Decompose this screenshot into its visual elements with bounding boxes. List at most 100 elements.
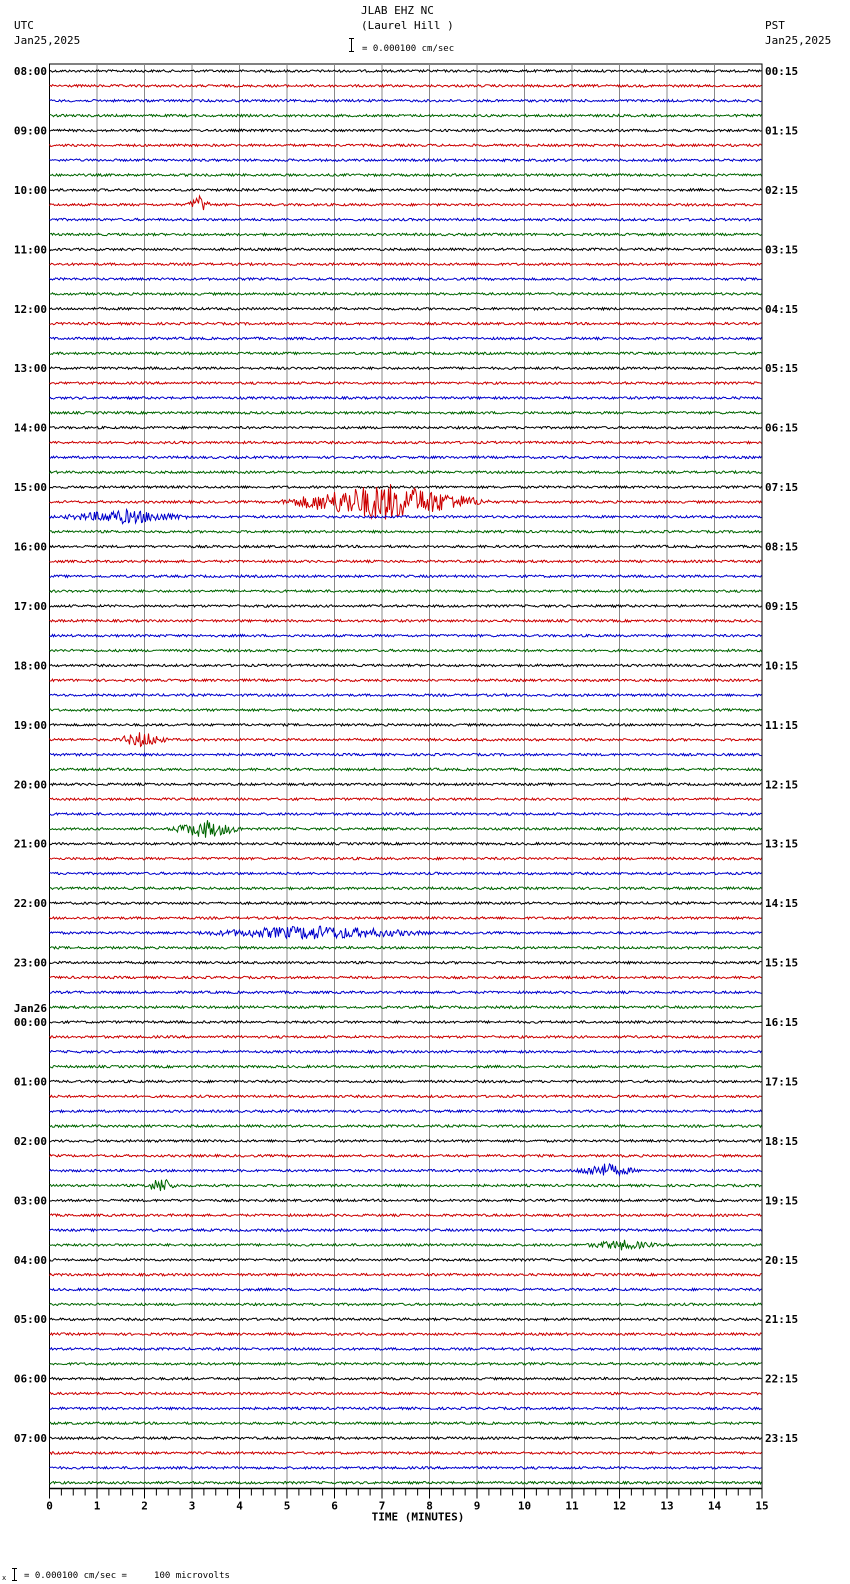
trace-line (49, 1316, 762, 1322)
x-tick-label: 4 (236, 1500, 243, 1513)
scale-bar-cap-top (349, 38, 354, 39)
trace-line (49, 1227, 762, 1233)
pst-hour-label: 09:15 (765, 600, 798, 613)
trace-line (49, 68, 762, 74)
utc-hour-label: 12:00 (14, 303, 47, 316)
trace-line (49, 83, 762, 89)
trace-line (49, 469, 762, 475)
date-change-label: Jan26 (14, 1002, 47, 1015)
pst-hour-label: 04:15 (765, 303, 798, 316)
pst-hour-label: 14:15 (765, 897, 798, 910)
utc-hour-label: 08:00 (14, 65, 47, 78)
trace-line (49, 1450, 762, 1456)
trace-line (49, 1361, 762, 1367)
pst-hour-label: 08:15 (765, 541, 798, 554)
trace-line (49, 529, 762, 535)
trace-line (49, 915, 762, 921)
x-tick-label: 15 (755, 1500, 768, 1513)
trace-line (49, 336, 762, 341)
pst-hour-label: 02:15 (765, 184, 798, 197)
utc-hour-label: 17:00 (14, 600, 47, 613)
x-tick-label: 13 (660, 1500, 673, 1513)
trace-line (49, 1108, 762, 1114)
trace-line (49, 1198, 762, 1203)
utc-hour-label: 20:00 (14, 778, 47, 791)
pst-hour-label: 22:15 (765, 1373, 798, 1386)
trace-line (49, 261, 762, 267)
pst-hour-label: 20:15 (765, 1254, 798, 1267)
trace-line (49, 925, 762, 941)
trace-line (49, 648, 762, 653)
scale-bar-icon (351, 38, 352, 52)
trace-line (49, 856, 762, 861)
pst-hour-label: 00:15 (765, 65, 798, 78)
trace-line (49, 1093, 762, 1099)
trace-line (49, 291, 762, 297)
pst-hour-label: 10:15 (765, 659, 798, 672)
trace-line (49, 767, 762, 772)
pst-hour-label: 23:15 (765, 1432, 798, 1445)
trace-line (49, 1465, 762, 1471)
x-tick-label: 8 (426, 1500, 433, 1513)
utc-hour-label: 05:00 (14, 1313, 47, 1326)
trace-line (49, 990, 762, 995)
footer-prefix: x (2, 1574, 7, 1582)
trace-line (49, 410, 762, 416)
trace-line (49, 1079, 762, 1084)
pst-hour-label: 13:15 (765, 838, 798, 851)
x-tick-label: 12 (613, 1500, 626, 1513)
utc-hour-label: 01:00 (14, 1075, 47, 1088)
trace-line (49, 187, 762, 193)
x-axis-title: TIME (MINUTES) (372, 1511, 465, 1524)
x-tick-label: 10 (518, 1500, 531, 1513)
trace-line (49, 128, 762, 133)
x-tick-label: 1 (94, 1500, 101, 1513)
trace-line (49, 484, 762, 490)
trace-line (49, 1272, 762, 1277)
pst-hour-label: 16:15 (765, 1016, 798, 1029)
trace-line (49, 143, 762, 148)
trace-line (49, 588, 762, 594)
x-tick-label: 11 (565, 1500, 579, 1513)
utc-hour-label: 23:00 (14, 957, 47, 970)
trace-line (49, 678, 762, 683)
x-tick-label: 6 (331, 1500, 338, 1513)
trace-line (49, 1138, 762, 1144)
trace-line (49, 633, 762, 639)
trace-line (49, 752, 762, 758)
pst-hour-label: 11:15 (765, 719, 798, 732)
trace-line (49, 1162, 762, 1178)
trace-line (49, 1480, 762, 1486)
utc-hour-label: 13:00 (14, 362, 47, 375)
footer-scale-cap-top (12, 1568, 17, 1569)
trace-line (49, 1331, 762, 1337)
utc-hour-label: 00:00 (14, 1016, 47, 1029)
footer-scale-bar-icon (14, 1568, 15, 1581)
scale-bar-cap-bottom (349, 51, 354, 52)
trace-line (49, 1049, 762, 1055)
left-timezone: UTC (14, 19, 34, 32)
x-tick-label: 0 (46, 1500, 53, 1513)
trace-line (49, 1406, 762, 1411)
trace-line (49, 1004, 762, 1010)
trace-line (49, 194, 762, 211)
utc-hour-label: 22:00 (14, 897, 47, 910)
pst-hour-label: 12:15 (765, 778, 798, 791)
trace-line (49, 722, 762, 728)
pst-hour-label: 07:15 (765, 481, 798, 494)
right-timezone: PST (765, 19, 785, 32)
trace-line (49, 1301, 762, 1307)
trace-line (49, 960, 762, 966)
trace-line (49, 350, 762, 356)
trace-line (49, 1239, 762, 1251)
x-tick-label: 2 (141, 1500, 148, 1513)
trace-line (49, 380, 762, 386)
trace-line (49, 841, 762, 846)
utc-hour-label: 18:00 (14, 659, 47, 672)
utc-hour-label: 02:00 (14, 1135, 47, 1148)
trace-line (49, 900, 762, 906)
trace-line (49, 544, 762, 549)
trace-line (49, 1257, 762, 1263)
trace-line (49, 1435, 762, 1441)
trace-line (49, 558, 762, 564)
